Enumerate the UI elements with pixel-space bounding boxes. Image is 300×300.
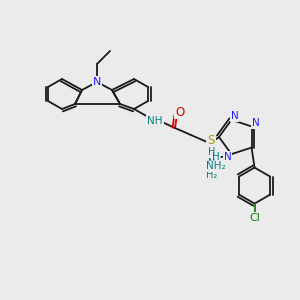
Text: O: O — [176, 106, 184, 118]
Text: H: H — [212, 152, 219, 162]
Text: N: N — [93, 77, 101, 87]
Text: S: S — [207, 134, 215, 148]
Text: H
N
H₂: H N H₂ — [206, 146, 217, 180]
Text: N: N — [224, 152, 231, 162]
Text: NH₂: NH₂ — [206, 161, 225, 171]
Text: Cl: Cl — [249, 213, 260, 223]
Text: NH: NH — [147, 116, 163, 126]
Text: N: N — [231, 111, 238, 121]
Text: N: N — [252, 118, 260, 128]
